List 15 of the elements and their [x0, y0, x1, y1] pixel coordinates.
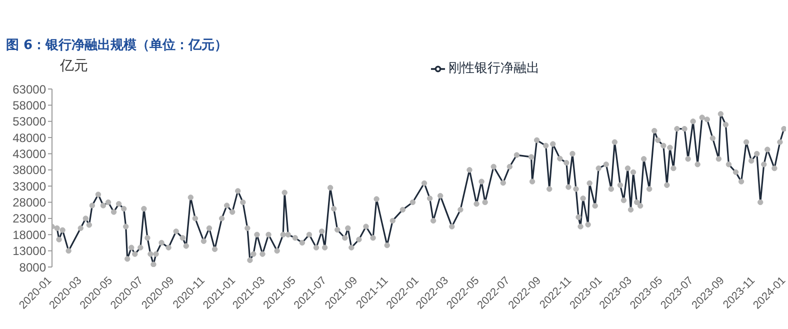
legend-label: 刚性银行净融出	[448, 60, 540, 75]
y-tick-label: 33000	[12, 179, 46, 194]
y-axis-title: 亿元	[60, 57, 88, 75]
chart-title: 图 6：银行净融出规模（单位：亿元）	[6, 37, 228, 54]
y-tick-label: 53000	[12, 114, 46, 129]
y-tick-label: 63000	[12, 82, 46, 96]
y-tick-label: 38000	[12, 163, 46, 178]
y-tick-label: 8000	[19, 260, 46, 274]
y-tick-label: 13000	[12, 244, 46, 258]
y-tick-label: 28000	[12, 196, 46, 210]
y-tick-label: 58000	[12, 98, 46, 112]
y-tick-label: 23000	[12, 212, 46, 226]
y-tick-label: 43000	[12, 146, 46, 161]
y-tick-label: 18000	[12, 228, 46, 242]
y-tick-label: 48000	[12, 130, 46, 145]
